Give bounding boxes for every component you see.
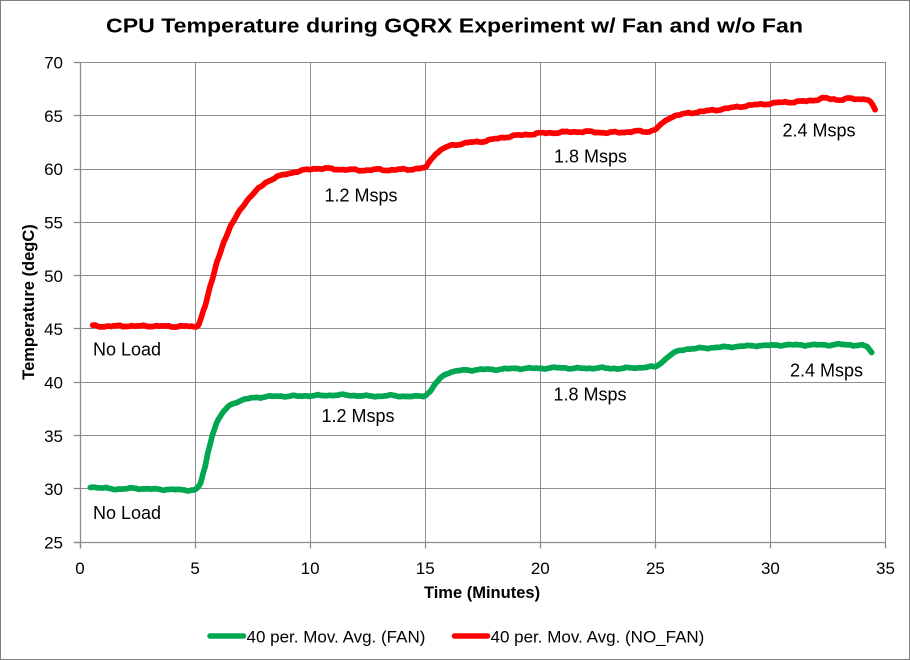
svg-text:35: 35	[876, 559, 895, 578]
svg-text:No Load: No Load	[93, 503, 161, 523]
svg-text:25: 25	[44, 533, 63, 552]
svg-text:Temperature (degC): Temperature (degC)	[20, 224, 38, 380]
svg-text:55: 55	[44, 214, 63, 233]
svg-text:1.2 Msps: 1.2 Msps	[321, 406, 394, 426]
svg-text:0: 0	[75, 559, 84, 578]
svg-text:CPU Temperature during GQRX Ex: CPU Temperature during GQRX Experiment w…	[106, 16, 803, 38]
svg-text:1.2 Msps: 1.2 Msps	[324, 186, 397, 206]
svg-text:5: 5	[190, 559, 199, 578]
svg-text:30: 30	[761, 559, 780, 578]
svg-text:40 per. Mov. Avg. (NO_FAN): 40 per. Mov. Avg. (NO_FAN)	[491, 627, 705, 646]
svg-text:15: 15	[416, 559, 435, 578]
svg-text:35: 35	[44, 427, 63, 446]
svg-text:20: 20	[531, 559, 550, 578]
svg-text:2.4 Msps: 2.4 Msps	[782, 121, 855, 141]
svg-text:50: 50	[44, 267, 63, 286]
svg-text:45: 45	[44, 320, 63, 339]
svg-text:30: 30	[44, 480, 63, 499]
svg-text:1.8 Msps: 1.8 Msps	[553, 385, 626, 405]
svg-text:No Load: No Load	[93, 339, 161, 359]
svg-text:40: 40	[44, 374, 63, 393]
svg-text:10: 10	[301, 559, 320, 578]
svg-text:60: 60	[44, 160, 63, 179]
svg-text:70: 70	[44, 54, 63, 73]
svg-text:40 per. Mov. Avg. (FAN): 40 per. Mov. Avg. (FAN)	[247, 627, 426, 646]
svg-text:2.4 Msps: 2.4 Msps	[790, 361, 863, 381]
svg-text:1.8 Msps: 1.8 Msps	[554, 147, 627, 167]
svg-text:65: 65	[44, 107, 63, 126]
svg-text:Time (Minutes): Time (Minutes)	[424, 584, 540, 602]
svg-text:25: 25	[646, 559, 665, 578]
